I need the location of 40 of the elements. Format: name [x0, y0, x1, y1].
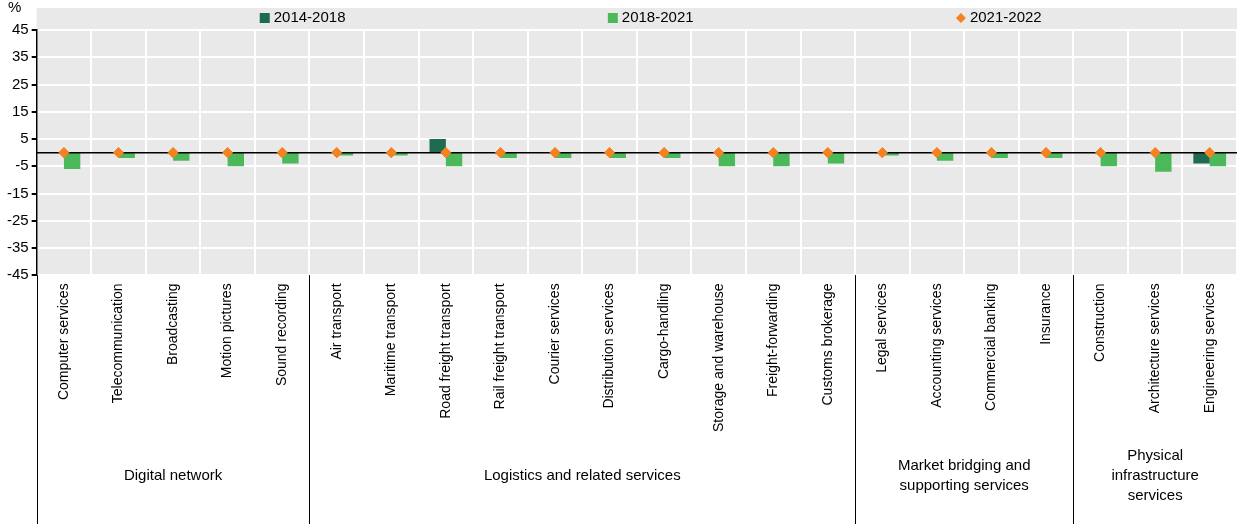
- x-tick-label: Engineering services: [1200, 283, 1217, 414]
- x-tick-label: Customs brokerage: [818, 283, 835, 406]
- text: Market bridging and supporting services: [897, 456, 1031, 494]
- x-tick-label: Rail freight transport: [491, 283, 508, 410]
- x-tick-label: Sound recording: [273, 283, 290, 387]
- x-tick-label: Maritime transport: [382, 283, 399, 397]
- x-tick-label: Architecture services: [1146, 283, 1163, 414]
- x-tick-label: Construction: [1091, 283, 1108, 362]
- text: Logistics and related services: [483, 466, 681, 484]
- x-tick-label: Accounting services: [927, 283, 944, 408]
- legend-label: 2021-2022: [969, 8, 1042, 26]
- x-tick-label: Air transport: [327, 283, 344, 360]
- x-tick-label: Broadcasting: [163, 283, 180, 366]
- x-tick-label: Insurance: [1036, 283, 1053, 345]
- x-tick-label: Cargo-handling: [654, 283, 671, 380]
- x-tick-label: Commercial banking: [982, 283, 999, 411]
- y-tick-label: -15: [6, 183, 29, 201]
- x-tick-label: Freight-forwarding: [764, 283, 781, 397]
- y-tick-label: -5: [15, 156, 29, 174]
- x-tick-label: Legal services: [873, 283, 890, 373]
- y-tick-label: -45: [6, 265, 29, 283]
- x-tick-label: Storage and warehouse: [709, 283, 726, 433]
- text: Digital network: [123, 466, 223, 484]
- y-tick-label: 15: [11, 101, 29, 119]
- legend-label: 2018-2021: [621, 8, 694, 26]
- x-tick-label: Computer services: [54, 283, 71, 401]
- y-tick-label: 35: [11, 47, 29, 65]
- y-tick-label: -35: [6, 238, 29, 256]
- y-axis-title: %: [8, 0, 22, 15]
- x-tick-label: Telecommunication: [109, 283, 126, 404]
- y-tick-label: 5: [20, 129, 29, 147]
- x-tick-label: Motion pictures: [218, 283, 235, 379]
- y-tick-label: 45: [11, 20, 29, 38]
- y-tick-label: -25: [6, 210, 29, 228]
- x-tick-label: Distribution services: [600, 283, 617, 409]
- y-tick-label: 25: [11, 74, 29, 92]
- text: Physical infrastructure services: [1111, 446, 1199, 504]
- legend-label: 2014-2018: [273, 8, 346, 26]
- x-tick-label: Road freight transport: [436, 283, 453, 419]
- x-tick-label: Courier services: [545, 283, 562, 385]
